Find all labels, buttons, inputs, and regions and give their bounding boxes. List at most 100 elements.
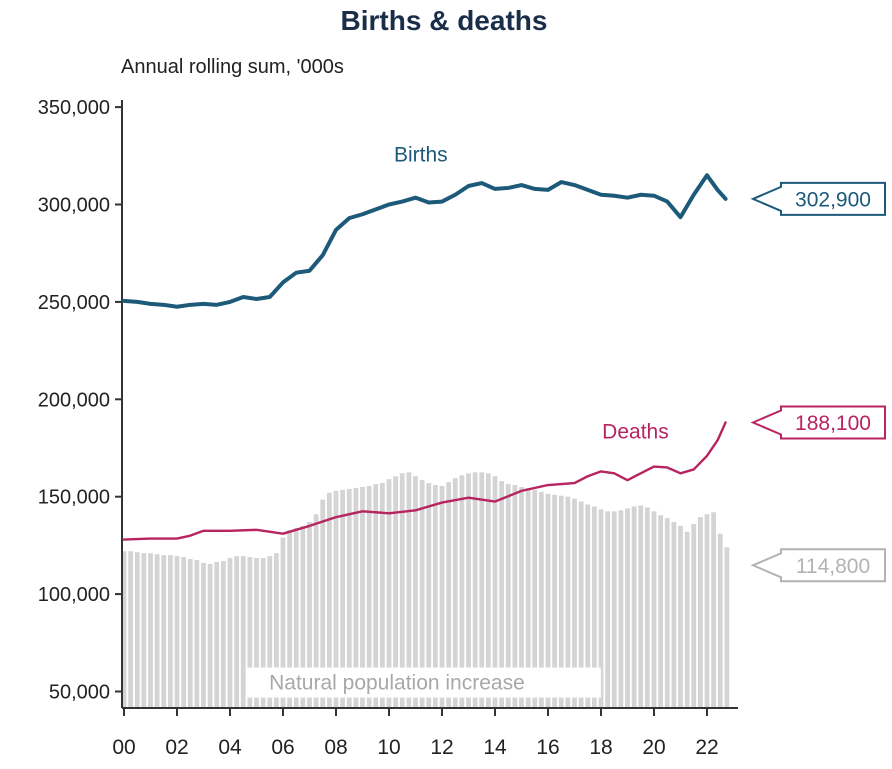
natural-increase-bar	[340, 489, 346, 708]
natural-increase-bar	[373, 484, 379, 708]
natural-increase-bar	[711, 512, 717, 708]
deaths-callout-box	[750, 405, 886, 440]
natural-increase-bar	[538, 491, 544, 708]
natural-increase-bar	[618, 510, 624, 708]
y-tick-label: 100,000	[38, 584, 110, 606]
series-lines	[122, 173, 728, 541]
natural-population-increase-callout-value: 114,800	[796, 555, 870, 578]
natural-increase-bar	[393, 476, 399, 708]
natural-increase-bar	[280, 537, 286, 708]
natural-increase-bar	[598, 509, 604, 708]
natural-increase-bar	[320, 499, 326, 708]
natural-increase-bar	[406, 472, 412, 708]
value-callouts: 302,900 188,100 114,800	[750, 181, 886, 583]
natural-increase-bar	[704, 514, 710, 708]
y-tick-label: 300,000	[38, 195, 110, 217]
natural-increase-label-bg	[245, 667, 601, 698]
natural-increase-bar	[254, 558, 259, 708]
x-tick-label: 12	[430, 736, 453, 759]
x-tick-label: 04	[218, 736, 242, 759]
natural-increase-bar	[691, 523, 697, 708]
natural-increase-bar	[658, 515, 664, 708]
natural-increase-bar	[644, 507, 650, 708]
natural-increase-bar	[167, 555, 173, 708]
natural-increase-bar	[446, 482, 452, 708]
natural-increase-bar	[220, 560, 226, 708]
natural-increase-bar	[697, 517, 703, 708]
natural-increase-bar	[360, 486, 365, 708]
natural-increase-bar	[346, 488, 352, 708]
x-tick-label: 00	[112, 736, 135, 759]
natural-increase-bar	[154, 554, 160, 708]
natural-increase-bar	[201, 562, 206, 708]
natural-increase-bar	[512, 485, 518, 708]
natural-increase-bar	[671, 522, 677, 708]
natural-increase-bar	[724, 547, 730, 708]
natural-increase-bar	[326, 492, 332, 708]
y-tick-label: 200,000	[38, 389, 110, 411]
natural-increase-bar	[128, 551, 134, 708]
natural-increase-bar	[194, 560, 200, 708]
natural-increase-bar	[466, 473, 471, 708]
natural-increase-bar	[684, 531, 690, 708]
natural-increase-bar	[591, 506, 597, 708]
natural-increase-bar	[638, 505, 644, 708]
births-label: Births	[394, 144, 448, 167]
natural-increase-bar	[399, 473, 405, 708]
natural-increase-bar	[426, 483, 432, 708]
natural-increase-bar	[366, 485, 372, 708]
natural-increase-bar	[479, 472, 485, 708]
natural-increase-bar	[234, 556, 240, 708]
natural-increase-bar	[134, 552, 140, 708]
natural-increase-bar	[519, 486, 524, 708]
natural-increase-bar	[187, 559, 193, 708]
natural-increase-bar	[611, 511, 617, 708]
natural-increase-bar	[452, 478, 458, 708]
natural-increase-bar	[525, 487, 531, 708]
natural-increase-bar	[379, 483, 385, 708]
natural-increase-bar	[717, 533, 723, 708]
chart-subtitle: Annual rolling sum, '000s	[121, 56, 344, 78]
natural-increase-bar	[293, 527, 299, 708]
births-line	[122, 173, 728, 309]
natural-increase-bar	[578, 501, 584, 708]
x-tick-label: 20	[642, 736, 665, 759]
chart-title: Births & deaths	[341, 5, 548, 36]
natural-increase-bar	[552, 494, 558, 708]
x-tick-label: 10	[377, 736, 400, 759]
natural-increase-bar	[485, 473, 491, 708]
natural-increase-bar	[499, 481, 505, 708]
natural-increase-bar	[565, 496, 571, 708]
natural-increase-bar	[505, 484, 511, 708]
natural-increase-bar	[141, 553, 147, 708]
natural-increase-bar	[631, 506, 637, 708]
x-tick-label: 18	[589, 736, 612, 759]
natural-increase-bar	[307, 522, 312, 708]
natural-increase-bar	[413, 476, 418, 708]
x-tick-label: 02	[165, 736, 188, 759]
natural-increase-bar	[492, 476, 498, 708]
natural-increase-label: Natural population increase	[269, 672, 525, 695]
natural-increase-bar	[287, 529, 293, 708]
natural-increase-bar	[605, 511, 611, 708]
series-labels: Births Deaths	[394, 144, 669, 444]
natural-increase-bar	[333, 490, 339, 708]
axes: 50,000 100,000 150,000 200,000 250,000 300,00…	[38, 97, 738, 759]
x-tick-label: 22	[695, 736, 718, 759]
natural-increase-bar	[181, 557, 187, 708]
natural-increase-bar	[386, 479, 392, 708]
natural-increase-bar	[247, 557, 253, 708]
deaths-callout-value: 188,100	[795, 412, 871, 435]
y-tick-label: 150,000	[38, 487, 110, 509]
natural-increase-bar	[240, 556, 246, 708]
natural-increase-bar	[572, 498, 577, 708]
natural-increase-bar	[651, 511, 657, 708]
x-tick-label: 08	[324, 736, 347, 759]
natural-increase-bar	[625, 508, 630, 708]
natural-increase-bar	[214, 561, 220, 708]
y-tick-label: 350,000	[38, 97, 110, 119]
natural-population-increase-callout-box	[750, 548, 886, 583]
births-callout-box	[750, 181, 886, 216]
natural-increase-bar	[161, 555, 167, 708]
